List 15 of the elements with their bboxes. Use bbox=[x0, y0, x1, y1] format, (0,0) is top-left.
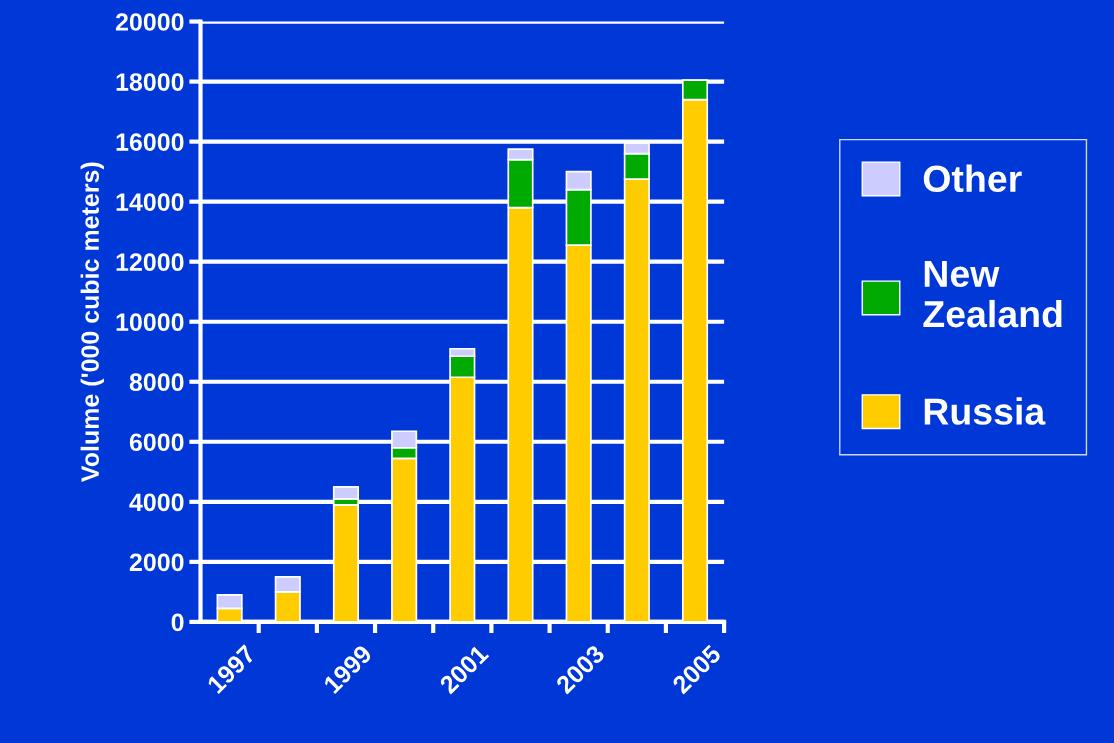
y-tick-label: 2000 bbox=[129, 553, 184, 572]
y-tick-label: 14000 bbox=[116, 193, 184, 211]
y-tick-label: 0 bbox=[171, 613, 184, 632]
legend-label: Other bbox=[923, 164, 1022, 193]
y-tick-label: 10000 bbox=[116, 313, 184, 332]
legend-label: Russia bbox=[924, 397, 1046, 425]
y-tick-label: 6000 bbox=[129, 433, 184, 452]
y-tick-label: 12000 bbox=[116, 253, 184, 271]
y-tick-label: 18000 bbox=[116, 73, 184, 91]
y-tick-label: 16000 bbox=[116, 133, 184, 151]
y-tick-label: 8000 bbox=[129, 373, 184, 392]
y-tick-label: 20000 bbox=[115, 13, 184, 31]
y-tick-label: 4000 bbox=[129, 493, 184, 512]
legend-label: New Zealand bbox=[923, 260, 1062, 328]
y-axis-title: Volume ('000 cubic meters) bbox=[80, 162, 104, 482]
